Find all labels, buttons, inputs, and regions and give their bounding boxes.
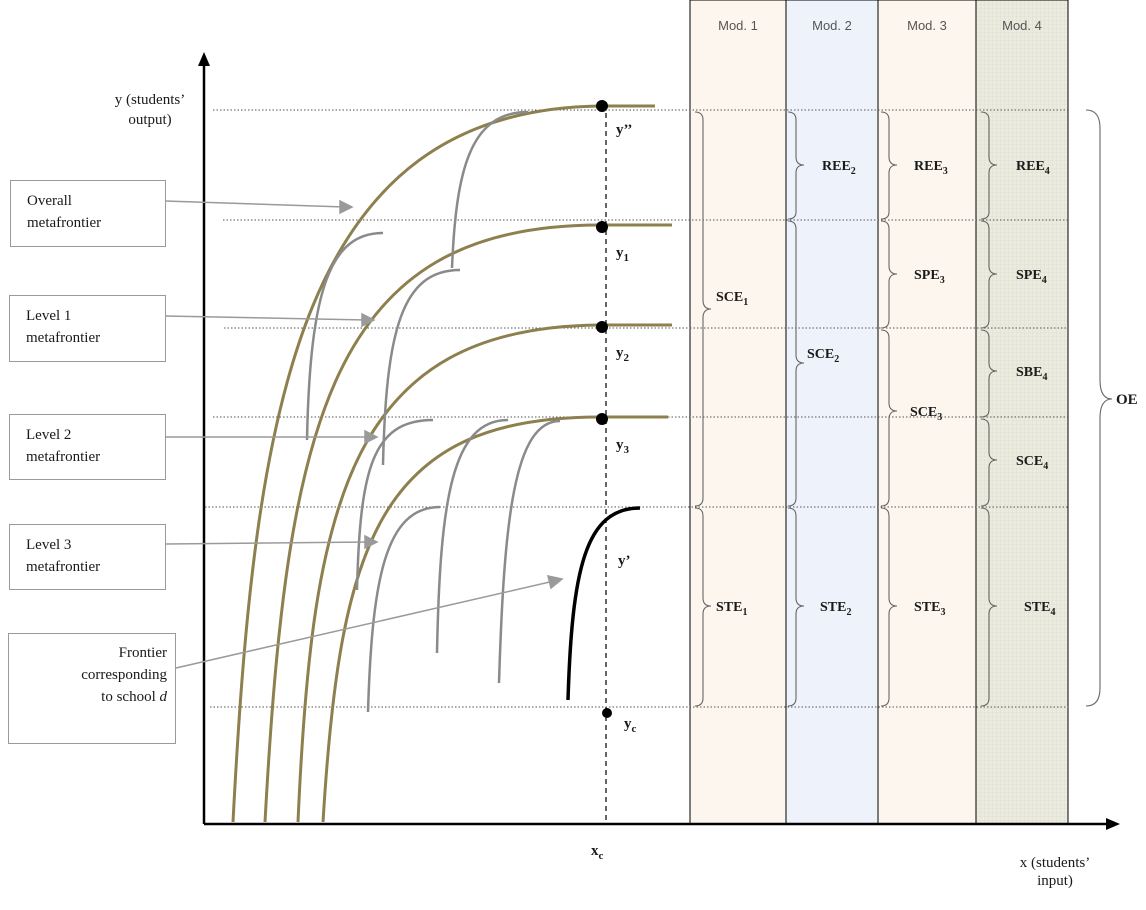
group-frontiers bbox=[305, 110, 561, 713]
module-label-4: Mod. 4 bbox=[1002, 18, 1042, 33]
group-frontier bbox=[497, 419, 561, 684]
braces-module-2 bbox=[787, 111, 805, 707]
module-panel-4 bbox=[975, 0, 1069, 825]
label-ste2: STE2 bbox=[820, 600, 851, 618]
metafrontiers bbox=[231, 104, 672, 823]
overall-metafrontier-line2: metafrontier bbox=[27, 215, 102, 231]
label-sce3: SCE3 bbox=[910, 405, 942, 423]
label-ste1: STE1 bbox=[716, 600, 747, 618]
point-y2 bbox=[596, 321, 608, 333]
y-axis-label: y (students’ output) bbox=[115, 92, 185, 128]
overall-metafrontier-curve bbox=[231, 104, 655, 823]
y-axis-arrow bbox=[198, 52, 210, 66]
overall-metafrontier-line1: Overall bbox=[27, 193, 72, 209]
label-y1: y1 bbox=[616, 245, 629, 264]
braces-module-3 bbox=[880, 111, 898, 707]
school-frontier-line3: to school d bbox=[9, 686, 167, 708]
label-ree3: REE3 bbox=[914, 159, 948, 177]
point-y3 bbox=[596, 413, 608, 425]
module-label-1: Mod. 1 bbox=[718, 18, 758, 33]
school-d-frontier-curve bbox=[566, 506, 641, 701]
label-ree2: REE2 bbox=[822, 159, 856, 177]
level3-metafrontier-curve bbox=[321, 415, 668, 823]
module-labels: Mod. 1 Mod. 2 Mod. 3 Mod. 4 bbox=[718, 18, 1042, 33]
level2-metafrontier-curve bbox=[296, 323, 672, 823]
brace-overall bbox=[1085, 109, 1113, 707]
label-spe3: SPE3 bbox=[914, 268, 945, 286]
level2-metafrontier-line2: metafrontier bbox=[26, 449, 101, 465]
label-ste3: STE3 bbox=[914, 600, 945, 618]
group-frontier bbox=[305, 231, 384, 441]
school-frontier-line2: corresponding bbox=[81, 667, 167, 683]
group-frontier bbox=[435, 418, 509, 654]
label-oe: OE bbox=[1116, 392, 1138, 408]
axis-labels: y (students’ output) x (students’ input) x… bbox=[115, 92, 1090, 889]
label-sce2: SCE2 bbox=[807, 347, 839, 365]
level1-metafrontier-line1: Level 1 bbox=[26, 308, 72, 324]
group-frontier bbox=[450, 110, 529, 269]
x-axis-label: x (students’ input) bbox=[1020, 855, 1090, 889]
label-spe4: SPE4 bbox=[1016, 268, 1047, 286]
point-labels: y’’ y1 y2 y3 y’ yc bbox=[616, 122, 637, 735]
label-ste4: STE4 bbox=[1024, 600, 1055, 618]
level1-metafrontier-line2: metafrontier bbox=[26, 330, 101, 346]
module-label-3: Mod. 3 bbox=[907, 18, 947, 33]
axes bbox=[202, 62, 1108, 826]
point-yc bbox=[602, 708, 612, 718]
label-ree4: REE4 bbox=[1016, 159, 1050, 177]
label-y-prime: y’ bbox=[618, 553, 631, 569]
label-y3: y3 bbox=[616, 437, 630, 456]
braces-module-1 bbox=[694, 111, 712, 707]
label-y2: y2 bbox=[616, 345, 630, 364]
points bbox=[596, 100, 612, 718]
point-y-double-prime bbox=[596, 100, 608, 112]
school-frontier-d: d bbox=[159, 689, 168, 705]
label-sce1: SCE1 bbox=[716, 290, 748, 308]
braces-module-4 bbox=[980, 111, 998, 707]
label-sce4: SCE4 bbox=[1016, 454, 1048, 472]
module-panels bbox=[689, 0, 1069, 825]
level1-metafrontier-curve bbox=[263, 223, 672, 823]
level3-metafrontier-line1: Level 3 bbox=[26, 537, 72, 553]
overall-metafrontier-box: Overall metafrontier bbox=[10, 180, 166, 247]
module-panel-1 bbox=[689, 0, 787, 825]
label-sbe4: SBE4 bbox=[1016, 365, 1047, 383]
label-y-double-prime: y’’ bbox=[616, 122, 632, 138]
label-yc: yc bbox=[624, 716, 637, 735]
level2-metafrontier-line1: Level 2 bbox=[26, 427, 72, 443]
module-panel-3 bbox=[877, 0, 977, 825]
school-frontier-box: Frontier corresponding to school d bbox=[8, 633, 176, 744]
level3-metafrontier-box: Level 3 metafrontier bbox=[9, 524, 166, 590]
level3-metafrontier-line2: metafrontier bbox=[26, 559, 101, 575]
group-frontier bbox=[366, 505, 441, 713]
module-label-2: Mod. 2 bbox=[812, 18, 852, 33]
level2-metafrontier-box: Level 2 metafrontier bbox=[9, 414, 166, 480]
label-pointers bbox=[164, 199, 564, 669]
xc-label: xc bbox=[591, 843, 604, 862]
x-axis-arrow bbox=[1106, 818, 1120, 830]
school-frontier-line1: Frontier bbox=[118, 645, 167, 661]
group-frontier bbox=[381, 268, 461, 466]
efficiency-labels: SCE1 STE1 REE2 SCE2 STE2 REE3 SPE3 SCE3 … bbox=[716, 159, 1138, 618]
level1-metafrontier-box: Level 1 metafrontier bbox=[9, 295, 166, 362]
module-panel-2 bbox=[785, 0, 879, 825]
school-frontier-line3-text: to school bbox=[101, 689, 156, 705]
group-frontier bbox=[355, 418, 434, 591]
point-y1 bbox=[596, 221, 608, 233]
